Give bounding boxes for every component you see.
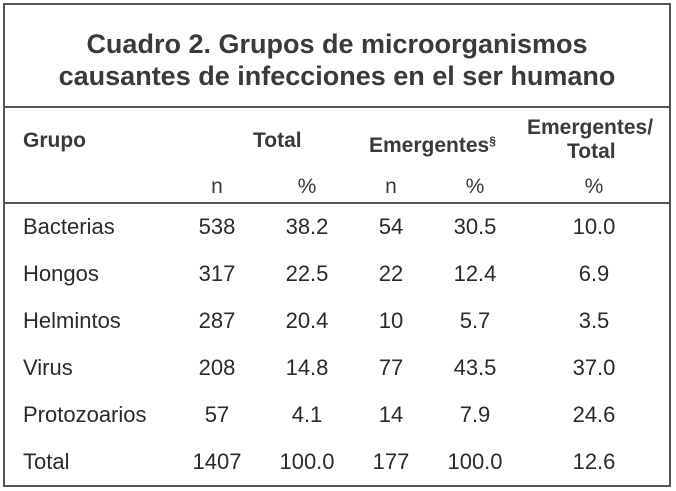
cell-total-pct: 22.5 (285, 261, 329, 286)
cell-emerg-n: 10 (378, 308, 404, 333)
cell-grupo: Virus (23, 355, 73, 380)
cell-total-n: 538 (198, 214, 236, 239)
table-row: Helmintos 287 20.4 10 5.7 3.5 (5, 306, 669, 336)
subheader-total-pct: % (297, 175, 317, 198)
cell-total-pct: 4.1 (291, 402, 323, 427)
cell-emerg-pct: 5.7 (459, 308, 491, 333)
cell-emerg-n: 14 (378, 402, 404, 427)
subheader-ratio-pct: % (584, 175, 604, 198)
table-title-line-2: causantes de infecciones en el ser human… (58, 61, 616, 91)
cell-ratio-pct: 10.0 (572, 214, 616, 239)
cell-emerg-n: 77 (378, 355, 404, 380)
table-row: Protozoarios 57 4.1 14 7.9 24.6 (5, 400, 669, 430)
cell-total-pct: 14.8 (285, 355, 329, 380)
header-grupo: Grupo (23, 129, 86, 152)
table-row: Hongos 317 22.5 22 12.4 6.9 (5, 259, 669, 289)
cell-ratio-pct: 24.6 (572, 402, 616, 427)
cell-ratio-pct: 3.5 (578, 308, 610, 333)
cell-emerg-n: 54 (378, 214, 404, 239)
cell-total-n: 1407 (192, 449, 242, 474)
subheader-emerg-pct: % (465, 175, 485, 198)
table-frame: Cuadro 2. Grupos de microorganismos caus… (3, 3, 671, 487)
cell-emerg-pct: 12.4 (453, 261, 497, 286)
header-emergentes-total-line-2: Total (567, 140, 616, 163)
cell-emerg-pct: 30.5 (453, 214, 497, 239)
header-emergentes-mark: § (489, 134, 496, 148)
cell-total-n: 317 (198, 261, 236, 286)
header-emergentes: Emergentes§ (369, 129, 496, 158)
cell-ratio-pct: 12.6 (572, 449, 616, 474)
cell-ratio-pct: 37.0 (572, 355, 616, 380)
cell-grupo: Total (23, 449, 70, 474)
cell-grupo: Protozoarios (23, 402, 147, 427)
table-header: Grupo Total Emergentes§ Emergentes/ Tota… (5, 108, 669, 204)
cell-ratio-pct: 6.9 (578, 261, 610, 286)
cell-total-pct: 20.4 (285, 308, 329, 333)
subheader-emerg-n: n (385, 175, 397, 198)
cell-emerg-n: 177 (372, 449, 410, 474)
header-emergentes-total-line-1: Emergentes/ (527, 116, 654, 139)
subheader-total-n: n (211, 175, 223, 198)
table-title: Cuadro 2. Grupos de microorganismos caus… (5, 5, 669, 108)
cell-emerg-pct: 100.0 (447, 449, 503, 474)
cell-emerg-n: 22 (378, 261, 404, 286)
cell-total-n: 287 (198, 308, 236, 333)
header-total: Total (253, 129, 302, 152)
cell-total-pct: 100.0 (279, 449, 335, 474)
table-row-total: Total 1407 100.0 177 100.0 12.6 (5, 447, 669, 477)
table-row: Virus 208 14.8 77 43.5 37.0 (5, 353, 669, 383)
cell-grupo: Hongos (23, 261, 99, 286)
table-title-line-1: Cuadro 2. Grupos de microorganismos (86, 29, 588, 59)
cell-total-n: 208 (198, 355, 236, 380)
table-row: Bacterias 538 38.2 54 30.5 10.0 (5, 212, 669, 242)
cell-total-pct: 38.2 (285, 214, 329, 239)
table-body: Bacterias 538 38.2 54 30.5 10.0 Hongos 3… (5, 204, 669, 485)
header-emergentes-label: Emergentes (369, 134, 490, 157)
cell-grupo: Bacterias (23, 214, 115, 239)
cell-grupo: Helmintos (23, 308, 121, 333)
cell-emerg-pct: 7.9 (459, 402, 491, 427)
cell-total-n: 57 (204, 402, 230, 427)
cell-emerg-pct: 43.5 (453, 355, 497, 380)
